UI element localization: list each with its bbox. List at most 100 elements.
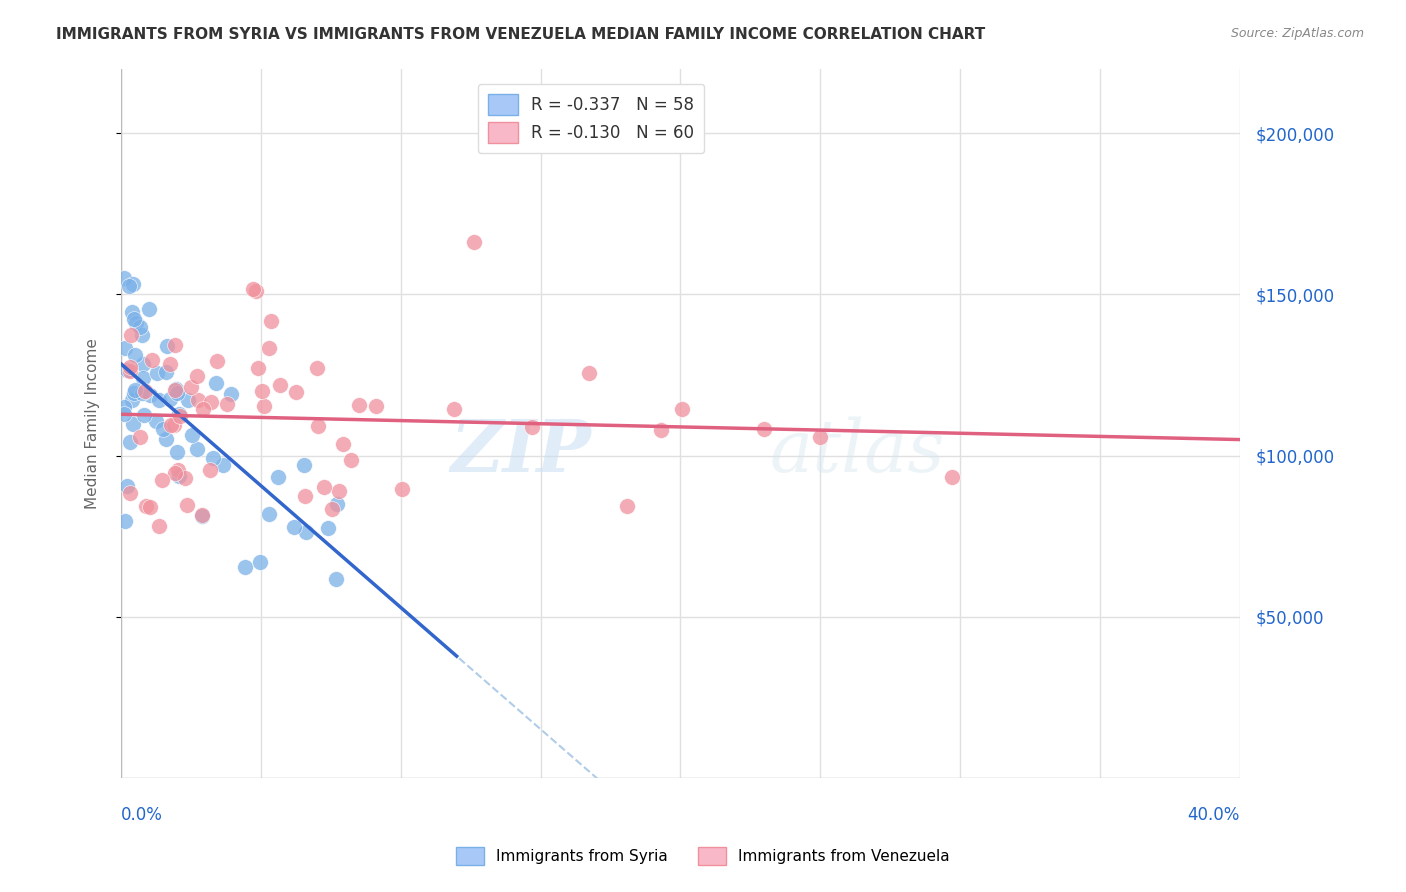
Text: Source: ZipAtlas.com: Source: ZipAtlas.com <box>1230 27 1364 40</box>
Point <box>233 560 256 574</box>
Point <box>152 422 174 436</box>
Text: atlas: atlas <box>770 417 945 487</box>
Point <box>312 480 335 494</box>
Point <box>578 366 600 380</box>
Point <box>121 277 143 291</box>
Point <box>246 361 269 376</box>
Point <box>124 348 146 362</box>
Point <box>122 417 145 431</box>
Point <box>117 479 139 493</box>
Point <box>443 401 465 416</box>
Point <box>186 442 208 456</box>
Point <box>257 507 280 521</box>
Point <box>167 407 190 421</box>
Point <box>318 520 340 534</box>
Point <box>139 388 162 402</box>
Point <box>285 384 308 399</box>
Point <box>165 382 187 396</box>
Point <box>132 357 155 371</box>
Point <box>118 486 141 500</box>
Point <box>325 497 347 511</box>
Point <box>114 341 136 355</box>
Point <box>242 282 264 296</box>
Point <box>205 354 228 368</box>
Point <box>160 417 183 432</box>
Point <box>131 328 153 343</box>
Point <box>141 353 163 368</box>
Point <box>332 437 354 451</box>
Point <box>249 555 271 569</box>
Point <box>112 271 135 285</box>
Point <box>166 386 188 401</box>
Point <box>128 320 150 334</box>
Point <box>752 422 775 436</box>
Point <box>650 423 672 437</box>
Point <box>120 435 142 450</box>
Point <box>118 359 141 374</box>
Point <box>616 499 638 513</box>
Point <box>148 392 170 407</box>
Point <box>181 428 204 442</box>
Point <box>135 499 157 513</box>
Point <box>211 458 233 472</box>
Point <box>118 364 141 378</box>
Point <box>186 369 208 384</box>
Point <box>463 235 485 249</box>
Point <box>204 376 226 391</box>
Point <box>139 500 162 514</box>
Text: 0.0%: 0.0% <box>121 806 163 824</box>
Point <box>167 463 190 477</box>
Point <box>174 471 197 485</box>
Point <box>260 314 283 328</box>
Point <box>305 361 328 376</box>
Point <box>347 398 370 412</box>
Point <box>121 305 143 319</box>
Point <box>321 501 343 516</box>
Point <box>269 378 291 392</box>
Point <box>128 429 150 443</box>
Point <box>200 394 222 409</box>
Point <box>283 520 305 534</box>
Point <box>165 466 187 480</box>
Text: 40.0%: 40.0% <box>1187 806 1240 824</box>
Point <box>292 458 315 473</box>
Point <box>156 338 179 352</box>
Point <box>163 384 186 398</box>
Point <box>166 385 188 400</box>
Point <box>122 312 145 326</box>
Point <box>155 365 177 379</box>
Point <box>112 400 135 414</box>
Point <box>191 508 214 522</box>
Point <box>198 463 221 477</box>
Point <box>201 451 224 466</box>
Point <box>112 408 135 422</box>
Point <box>671 401 693 416</box>
Point <box>118 279 141 293</box>
Point <box>219 387 242 401</box>
Point <box>122 386 145 401</box>
Point <box>941 470 963 484</box>
Y-axis label: Median Family Income: Median Family Income <box>86 338 100 508</box>
Point <box>187 392 209 407</box>
Point <box>150 473 173 487</box>
Point <box>155 432 177 446</box>
Point <box>132 408 155 422</box>
Point <box>132 371 155 385</box>
Point <box>169 469 191 483</box>
Point <box>267 469 290 483</box>
Point <box>138 302 160 317</box>
Text: ZIP: ZIP <box>450 417 591 487</box>
Point <box>166 445 188 459</box>
Point <box>191 509 214 524</box>
Point <box>165 338 187 352</box>
Point <box>808 429 831 443</box>
Point <box>215 397 238 411</box>
Point <box>245 285 267 299</box>
Point <box>366 399 388 413</box>
Legend: R = -0.337   N = 58, R = -0.130   N = 60: R = -0.337 N = 58, R = -0.130 N = 60 <box>478 84 704 153</box>
Point <box>163 418 186 433</box>
Legend: Immigrants from Syria, Immigrants from Venezuela: Immigrants from Syria, Immigrants from V… <box>450 841 956 871</box>
Point <box>391 482 413 496</box>
Point <box>114 514 136 528</box>
Point <box>176 498 198 512</box>
